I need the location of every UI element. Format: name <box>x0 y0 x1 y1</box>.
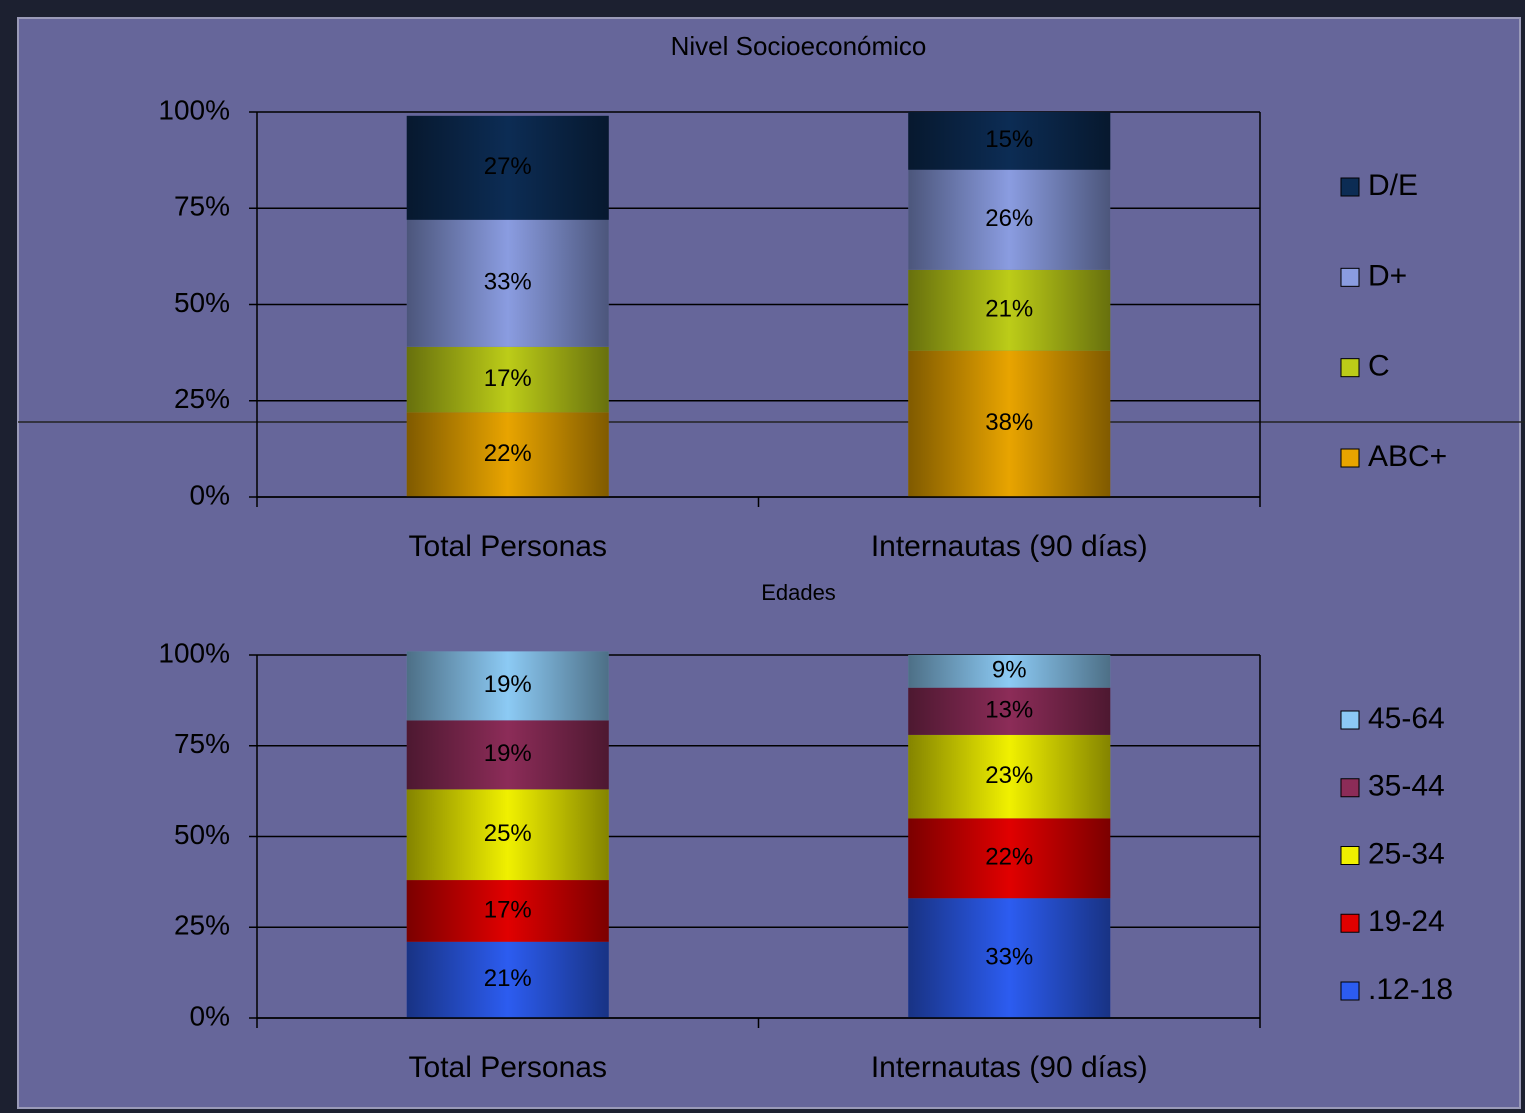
bar-shade <box>908 655 1111 688</box>
y-tick-label: 25% <box>174 910 230 941</box>
bar-shade <box>406 346 609 413</box>
bar-shade <box>908 269 1111 351</box>
bar-shade <box>406 219 609 347</box>
legend-swatch <box>1340 358 1360 378</box>
data-label: 22% <box>484 440 532 467</box>
data-label: 9% <box>992 657 1027 684</box>
legend-label: D/E <box>1368 169 1418 202</box>
chart-title: Edades <box>761 580 836 605</box>
legend-label: .12-18 <box>1368 973 1453 1006</box>
data-label: 13% <box>985 697 1033 724</box>
y-tick-label: 75% <box>174 191 230 222</box>
data-label: 15% <box>985 126 1033 153</box>
data-label: 19% <box>484 671 532 698</box>
bar-shade <box>406 941 609 1018</box>
legend-label: 25-34 <box>1368 837 1445 870</box>
bar-shade <box>908 169 1111 270</box>
data-label: 17% <box>484 896 532 923</box>
data-label: 26% <box>985 205 1033 232</box>
x-tick-label: Internautas (90 días) <box>871 1051 1148 1084</box>
data-label: 23% <box>985 762 1033 789</box>
bar-shade <box>406 789 609 881</box>
y-tick-label: 50% <box>174 287 230 318</box>
legend-label: ABC+ <box>1368 440 1447 473</box>
x-tick-label: Total Personas <box>409 1051 607 1084</box>
bar-shade <box>908 350 1111 497</box>
legend-swatch <box>1340 913 1360 933</box>
legend-swatch <box>1340 267 1360 287</box>
chart-title: Nivel Socioeconómico <box>671 31 927 61</box>
bar-shade <box>406 412 609 497</box>
legend-swatch <box>1340 981 1360 1001</box>
legend-label: C <box>1368 350 1390 383</box>
data-label: 17% <box>484 365 532 392</box>
data-label: 19% <box>484 740 532 767</box>
legend-label: 45-64 <box>1368 702 1445 735</box>
bar-shade <box>406 720 609 790</box>
bar-shade <box>406 880 609 942</box>
legend-swatch <box>1340 710 1360 730</box>
legend-label: 19-24 <box>1368 905 1445 938</box>
y-tick-label: 25% <box>174 383 230 414</box>
bar-shade <box>908 734 1111 819</box>
y-tick-label: 50% <box>174 819 230 850</box>
data-label: 27% <box>484 153 532 180</box>
y-tick-label: 0% <box>190 1000 230 1031</box>
data-label: 21% <box>484 965 532 992</box>
data-label: 33% <box>985 943 1033 970</box>
legend-label: 35-44 <box>1368 770 1445 803</box>
y-tick-label: 100% <box>158 637 230 668</box>
bar-shade <box>908 687 1111 735</box>
x-tick-label: Total Personas <box>409 530 607 563</box>
legend-swatch <box>1340 846 1360 865</box>
data-label: 38% <box>985 409 1033 436</box>
data-label: 21% <box>985 296 1033 323</box>
legend-label: D+ <box>1368 259 1407 292</box>
bar-shade <box>908 898 1111 1018</box>
data-label: 22% <box>985 844 1033 871</box>
x-tick-label: Internautas (90 días) <box>871 530 1148 563</box>
legend-swatch <box>1340 778 1360 798</box>
y-tick-label: 75% <box>174 728 230 759</box>
bar-shade <box>406 115 609 220</box>
bar-shade <box>908 818 1111 899</box>
legend-swatch <box>1340 177 1360 197</box>
y-tick-label: 0% <box>190 479 230 510</box>
y-tick-label: 100% <box>158 94 230 125</box>
bar-shade <box>908 112 1111 170</box>
data-label: 33% <box>484 269 532 296</box>
bar-shade <box>406 651 609 721</box>
chart-panel <box>17 17 1521 1109</box>
data-label: 25% <box>484 820 532 847</box>
legend-swatch <box>1340 448 1360 468</box>
